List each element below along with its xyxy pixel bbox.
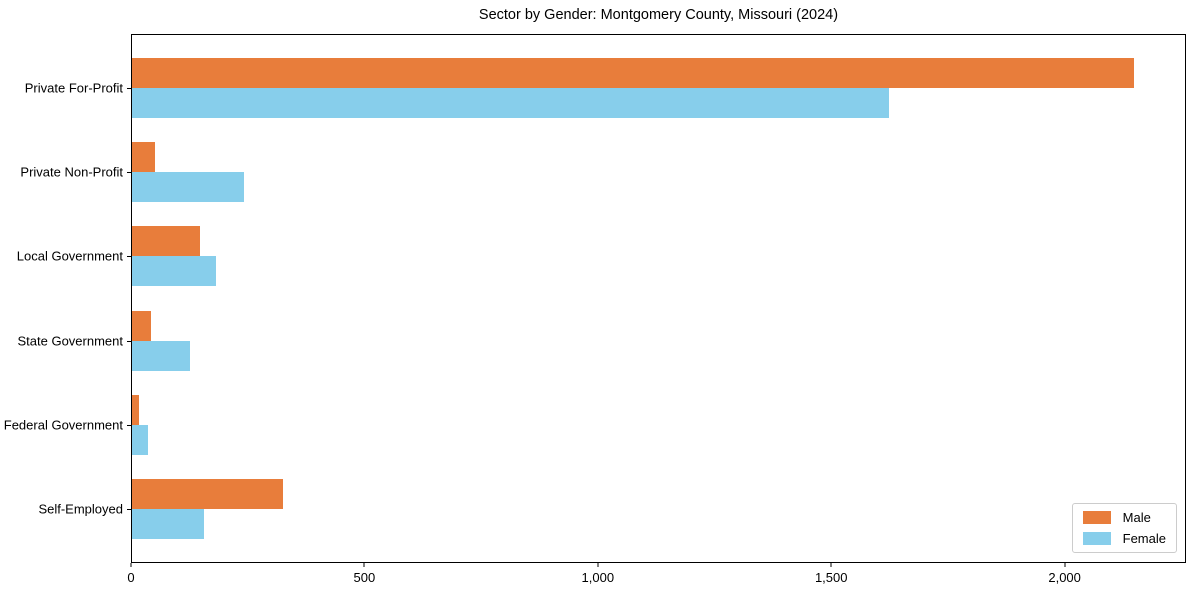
x-tick-label-1-500: 1,500 <box>814 570 848 585</box>
x-tick-mark-1-500 <box>830 563 832 567</box>
y-axis-label-private-for-profit: Private For-Profit <box>24 80 123 96</box>
bar-female-self-employed <box>132 509 205 539</box>
y-axis-label-state-government: State Government <box>17 333 124 349</box>
bar-male-private-non-profit <box>132 142 156 173</box>
x-axis: 0 500 1,000 1,500 2,000 <box>127 563 1186 599</box>
chart-title: Sector by Gender: Montgomery County, Mis… <box>478 7 839 23</box>
x-tick-mark-500 <box>363 563 365 567</box>
y-tick-mark-private-non-profit <box>127 172 131 174</box>
legend-label-female: Female <box>1122 531 1166 546</box>
legend-swatch-male <box>1082 511 1111 524</box>
legend-row-male: Male <box>1082 510 1166 525</box>
bar-male-federal-government <box>132 394 139 425</box>
plot-area: Male Female <box>131 34 1186 563</box>
x-tick-mark-2-000 <box>1064 563 1066 567</box>
bar-male-self-employed <box>132 479 284 509</box>
x-tick-label-500: 500 <box>353 570 376 585</box>
bar-female-private-non-profit <box>132 172 244 203</box>
x-tick-mark-1-000 <box>597 563 599 567</box>
y-axis-label-private-non-profit: Private Non-Profit <box>20 164 123 180</box>
y-axis-label-local-government: Local Government <box>16 248 123 264</box>
y-tick-mark-state-government <box>127 340 131 342</box>
legend-row-female: Female <box>1082 531 1166 546</box>
y-tick-mark-local-government <box>127 256 131 258</box>
bar-female-federal-government <box>132 424 149 455</box>
legend-swatch-female <box>1082 532 1111 545</box>
bar-female-private-for-profit <box>132 88 890 118</box>
y-tick-mark-self-employed <box>127 509 131 510</box>
bar-male-state-government <box>132 310 151 341</box>
x-tick-label-0: 0 <box>127 570 135 585</box>
y-axis: Private For-Profit Private Non-Profit Loca… <box>0 34 131 563</box>
bar-male-local-government <box>132 226 200 257</box>
bar-female-local-government <box>132 256 216 287</box>
x-tick-mark-0 <box>130 563 132 567</box>
legend: Male Female <box>1071 503 1177 553</box>
legend-label-male: Male <box>1122 510 1151 525</box>
x-tick-label-2-000: 2,000 <box>1048 570 1081 585</box>
bar-male-private-for-profit <box>132 58 1134 88</box>
x-tick-label-1-000: 1,000 <box>581 570 615 585</box>
bar-female-state-government <box>132 340 191 371</box>
y-axis-label-self-employed: Self-Employed <box>38 501 123 517</box>
y-tick-mark-private-for-profit <box>127 88 131 89</box>
y-tick-mark-federal-government <box>127 424 131 426</box>
y-axis-label-federal-government: Federal Government <box>3 417 123 433</box>
